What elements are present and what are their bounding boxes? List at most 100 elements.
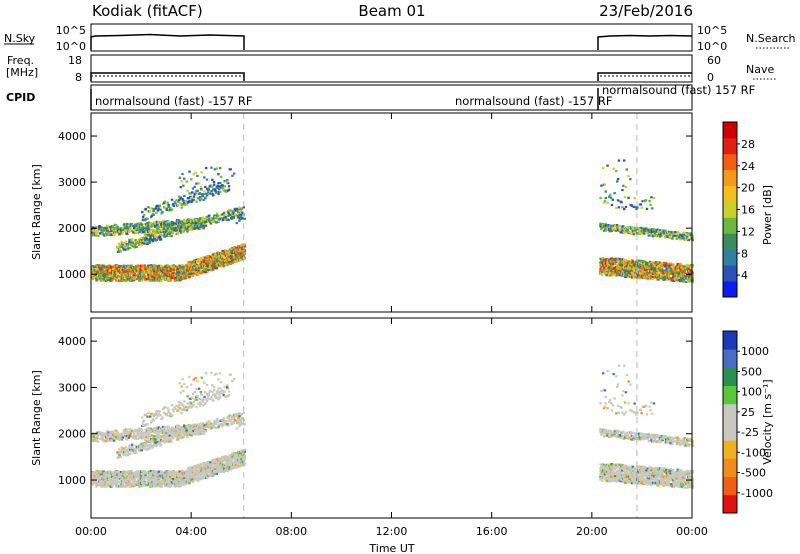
range-gate-cell xyxy=(126,483,130,486)
range-gate-cell xyxy=(193,220,196,223)
range-gate-cell xyxy=(140,471,143,474)
range-gate-cell xyxy=(97,234,100,238)
range-gate-cell xyxy=(96,229,99,233)
range-gate-cell xyxy=(232,172,236,175)
range-gate-cell xyxy=(158,278,161,281)
range-gate-cell xyxy=(678,236,681,239)
range-gate-cell xyxy=(177,219,181,222)
range-gate-cell xyxy=(177,203,180,207)
range-gate-cell xyxy=(612,167,615,170)
range-gate-cell xyxy=(182,184,185,187)
range-gate-cell xyxy=(119,278,122,281)
range-gate-cell xyxy=(115,265,118,268)
range-gate-cell xyxy=(134,243,137,246)
range-gate-cell xyxy=(130,238,134,241)
range-gate-cell xyxy=(647,227,650,231)
range-gate-cell xyxy=(140,265,143,268)
range-gate-cell xyxy=(140,223,144,226)
range-gate-cell xyxy=(190,228,193,231)
nsearch-tick-top: 10^5 xyxy=(697,24,727,37)
range-gate-cell xyxy=(161,210,164,214)
range-gate-cell xyxy=(613,191,616,195)
range-gate-cell xyxy=(185,203,189,206)
range-gate-cell xyxy=(143,264,146,267)
range-gate-cell xyxy=(222,264,225,267)
range-gate-cell xyxy=(656,271,659,275)
range-gate-cell xyxy=(213,220,216,223)
freq-label-2: [MHz] xyxy=(6,66,38,79)
range-gate-cell xyxy=(686,233,690,236)
range-gate-cell xyxy=(156,209,160,212)
range-gate-cell xyxy=(157,265,161,268)
range-gate-cell xyxy=(112,226,115,229)
range-gate-cell xyxy=(136,227,139,230)
range-gate-cell xyxy=(637,226,641,230)
range-gate-cell xyxy=(219,185,223,188)
nsky-tick-top: 10^5 xyxy=(56,24,86,37)
range-gate-cell xyxy=(170,227,173,230)
range-gate-cell xyxy=(141,472,145,476)
range-gate-cell xyxy=(129,229,132,232)
range-gate-cell xyxy=(687,264,691,268)
range-gate-cell xyxy=(140,229,143,232)
range-gate-cell xyxy=(191,200,194,203)
range-gate-cell xyxy=(196,225,200,228)
range-gate-cell xyxy=(181,172,184,176)
range-gate-cell xyxy=(151,239,155,242)
range-gate-cell xyxy=(651,207,654,210)
range-gate-cell xyxy=(659,269,663,272)
range-gate-cell xyxy=(210,166,213,169)
range-gate-cell xyxy=(160,271,163,274)
range-gate-cell xyxy=(682,233,686,236)
range-gate-cell xyxy=(133,225,136,228)
range-gate-cell xyxy=(189,226,193,229)
range-gate-cell xyxy=(138,266,141,269)
range-gate-cell xyxy=(167,220,170,223)
colorbar-swatch xyxy=(723,233,737,250)
range-gate-cell xyxy=(627,175,630,178)
range-gate-cell xyxy=(181,264,184,267)
range-gate-cell xyxy=(210,258,213,261)
range-gate-cell xyxy=(650,196,653,199)
range-gate-cell xyxy=(664,229,667,232)
range-gate-cell xyxy=(156,235,159,238)
range-gate-cell xyxy=(658,264,662,267)
range-gate-cell xyxy=(179,196,183,199)
range-gate-cell xyxy=(181,269,184,272)
range-gate-cell xyxy=(667,230,671,233)
range-gate-cell xyxy=(139,223,142,226)
range-gate-cell xyxy=(198,261,202,264)
range-gate-cell xyxy=(142,213,146,217)
range-gate-cell xyxy=(229,168,232,171)
range-gate-cell xyxy=(619,271,622,274)
range-gate-cell xyxy=(169,269,172,272)
range-gate-cell xyxy=(130,470,133,473)
range-gate-cell xyxy=(610,229,614,233)
range-gate-cell xyxy=(94,481,97,484)
range-gate-cell xyxy=(129,276,132,279)
range-gate-cell xyxy=(122,273,125,276)
range-gate-cell xyxy=(205,215,208,219)
range-gate-cell xyxy=(155,268,159,271)
range-gate-cell xyxy=(101,485,104,488)
nave-tick-bottom: 0 xyxy=(707,71,714,84)
range-gate-cell xyxy=(99,476,103,479)
range-gate-cell xyxy=(119,484,122,487)
range-gate-cell xyxy=(121,483,125,486)
range-gate-cell xyxy=(644,199,648,202)
range-gate-cell xyxy=(205,194,209,197)
range-gate-cell xyxy=(180,226,184,229)
range-gate-cell xyxy=(661,233,664,236)
range-gate-cell xyxy=(155,230,158,233)
range-gate-cell xyxy=(221,184,225,187)
range-gate-cell xyxy=(617,224,621,227)
range-gate-cell xyxy=(230,253,233,256)
range-gate-cell xyxy=(103,267,106,270)
range-gate-cell xyxy=(185,180,189,183)
range-gate-cell xyxy=(215,213,219,216)
range-gate-cell xyxy=(103,483,106,487)
range-gate-cell xyxy=(162,201,166,204)
range-gate-cell xyxy=(147,476,151,479)
range-gate-cell xyxy=(119,265,123,268)
